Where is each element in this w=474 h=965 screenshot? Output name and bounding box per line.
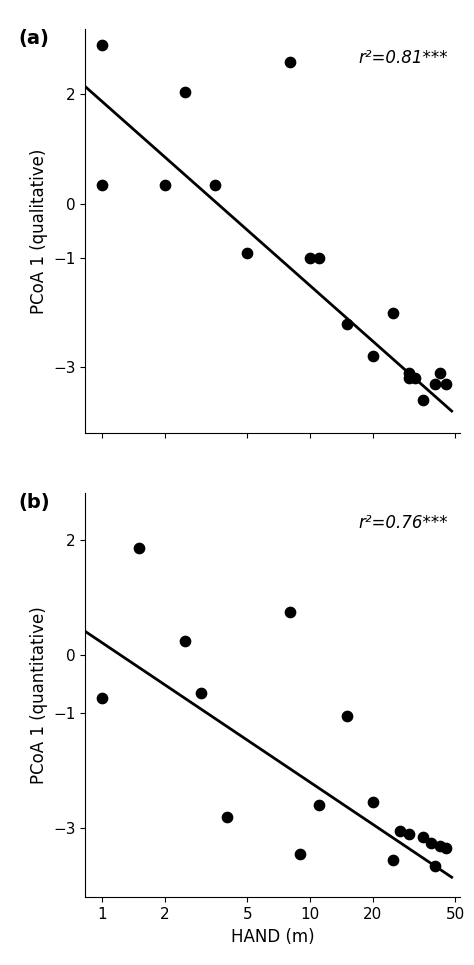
Point xyxy=(431,376,439,392)
Text: r²=0.81***: r²=0.81*** xyxy=(359,49,448,68)
Point xyxy=(389,852,397,868)
Point xyxy=(244,245,251,261)
Point xyxy=(161,177,168,192)
Point xyxy=(427,835,434,850)
Text: (a): (a) xyxy=(18,29,49,48)
Text: (b): (b) xyxy=(18,493,50,512)
Point xyxy=(411,371,419,386)
Y-axis label: PCoA 1 (qualitative): PCoA 1 (qualitative) xyxy=(29,149,47,314)
Point xyxy=(98,691,106,706)
Point xyxy=(436,838,444,853)
Point xyxy=(98,177,106,192)
Point xyxy=(405,365,413,380)
Point xyxy=(181,84,189,99)
Point xyxy=(343,316,350,331)
Point xyxy=(442,376,450,392)
Point xyxy=(431,858,439,873)
Point xyxy=(135,540,142,556)
Point xyxy=(181,633,189,648)
Point xyxy=(98,38,106,53)
Point xyxy=(405,371,413,386)
Point xyxy=(419,393,427,408)
Point xyxy=(286,604,293,620)
Point xyxy=(369,348,376,364)
Point xyxy=(436,365,444,380)
Point xyxy=(405,826,413,841)
Point xyxy=(198,685,205,701)
Point xyxy=(223,809,231,824)
Y-axis label: PCoA 1 (quantitative): PCoA 1 (quantitative) xyxy=(29,607,47,785)
Point xyxy=(419,829,427,844)
Point xyxy=(315,251,322,266)
Point xyxy=(315,797,322,813)
Point xyxy=(369,794,376,810)
Point xyxy=(297,846,304,862)
Point xyxy=(442,841,450,856)
Point xyxy=(286,54,293,69)
Text: r²=0.76***: r²=0.76*** xyxy=(359,513,448,532)
Point xyxy=(389,305,397,320)
X-axis label: HAND (m): HAND (m) xyxy=(231,927,314,946)
Point xyxy=(306,251,314,266)
Point xyxy=(211,177,219,192)
Point xyxy=(343,708,350,724)
Point xyxy=(396,823,403,839)
